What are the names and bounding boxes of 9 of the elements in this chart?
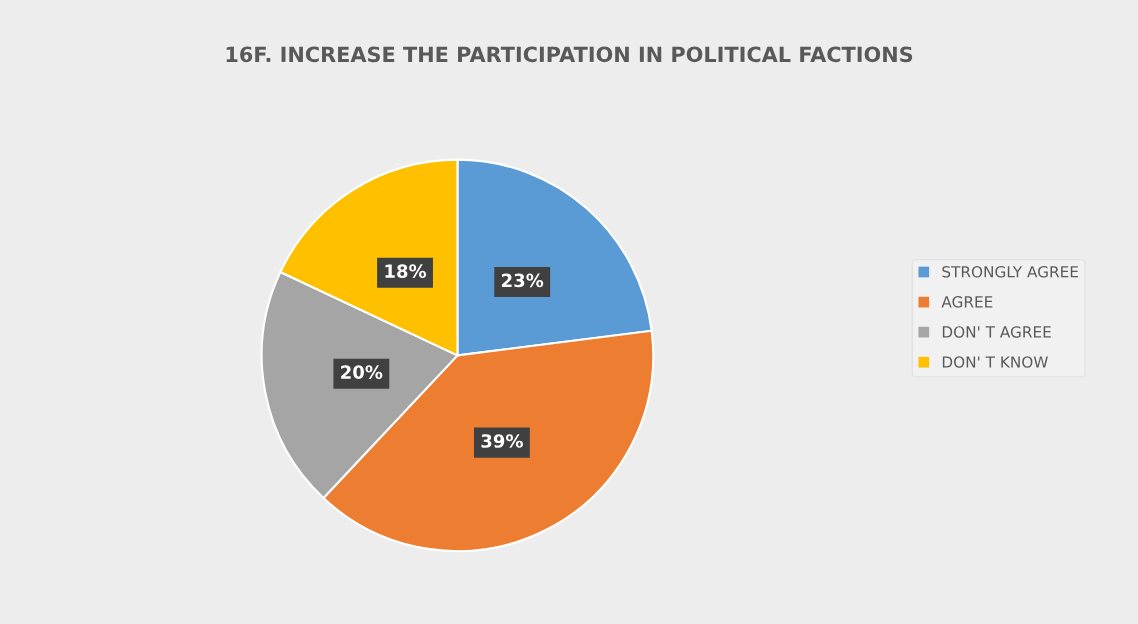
data-label: 20% [341,365,383,379]
chart-title: 16F. INCREASE THE PARTICIPATION IN POLITICAL FACTIONS [226,46,913,63]
legend-label: STRONGLY AGREE [942,266,1078,278]
data-label: 23% [502,273,544,288]
legend-label: DON' T AGREE [942,326,1051,338]
data-label: 18% [385,264,427,278]
legend-label: AGREE [941,296,993,308]
legend-label: DON' T KNOW [942,356,1048,368]
data-label: 39% [481,434,523,448]
